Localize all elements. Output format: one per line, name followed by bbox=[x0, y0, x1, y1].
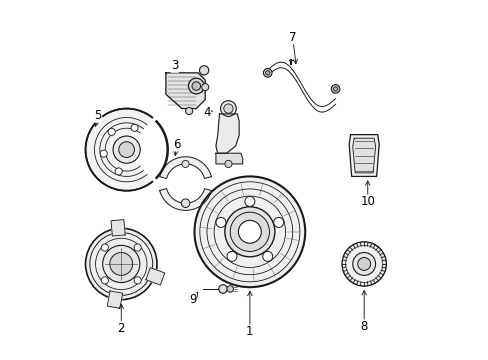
Text: 8: 8 bbox=[360, 320, 367, 333]
Circle shape bbox=[134, 277, 141, 284]
Text: 10: 10 bbox=[360, 195, 374, 208]
Circle shape bbox=[102, 246, 140, 283]
Circle shape bbox=[134, 244, 141, 251]
Polygon shape bbox=[160, 157, 211, 179]
Circle shape bbox=[352, 252, 375, 275]
Circle shape bbox=[220, 101, 236, 116]
Circle shape bbox=[226, 286, 233, 292]
Circle shape bbox=[224, 160, 231, 167]
Circle shape bbox=[113, 136, 140, 163]
Wedge shape bbox=[126, 117, 168, 182]
Circle shape bbox=[182, 160, 189, 167]
Circle shape bbox=[100, 150, 107, 157]
Circle shape bbox=[110, 252, 132, 275]
Circle shape bbox=[85, 109, 167, 191]
Circle shape bbox=[218, 285, 227, 293]
Text: 2: 2 bbox=[117, 322, 125, 335]
Circle shape bbox=[85, 228, 157, 300]
Circle shape bbox=[226, 251, 237, 261]
Circle shape bbox=[238, 220, 261, 243]
Polygon shape bbox=[145, 268, 164, 285]
Text: 1: 1 bbox=[245, 325, 253, 338]
Circle shape bbox=[341, 242, 386, 286]
Circle shape bbox=[181, 199, 189, 207]
Circle shape bbox=[224, 104, 233, 113]
Circle shape bbox=[265, 71, 269, 75]
Polygon shape bbox=[160, 189, 211, 210]
Polygon shape bbox=[111, 220, 125, 236]
Circle shape bbox=[119, 142, 134, 157]
Text: 7: 7 bbox=[288, 31, 296, 44]
Circle shape bbox=[194, 176, 305, 287]
Circle shape bbox=[331, 85, 339, 93]
Circle shape bbox=[131, 124, 138, 131]
Polygon shape bbox=[352, 138, 375, 173]
Circle shape bbox=[201, 84, 208, 91]
Circle shape bbox=[188, 78, 203, 94]
Circle shape bbox=[115, 168, 122, 175]
Text: 6: 6 bbox=[173, 138, 180, 151]
Circle shape bbox=[333, 87, 337, 91]
Text: 9: 9 bbox=[188, 293, 196, 306]
Text: 5: 5 bbox=[94, 109, 102, 122]
Circle shape bbox=[273, 217, 283, 228]
Circle shape bbox=[224, 207, 274, 257]
Circle shape bbox=[192, 82, 200, 90]
Circle shape bbox=[216, 217, 225, 228]
Circle shape bbox=[101, 277, 108, 284]
Circle shape bbox=[230, 212, 269, 251]
Circle shape bbox=[185, 108, 192, 114]
Circle shape bbox=[244, 197, 254, 206]
Circle shape bbox=[357, 257, 370, 270]
Polygon shape bbox=[107, 291, 122, 308]
Circle shape bbox=[101, 244, 108, 251]
Text: 4: 4 bbox=[203, 105, 210, 119]
Polygon shape bbox=[165, 73, 205, 109]
Polygon shape bbox=[348, 135, 378, 176]
Polygon shape bbox=[216, 153, 242, 164]
Circle shape bbox=[263, 68, 271, 77]
Circle shape bbox=[262, 251, 272, 261]
Text: 3: 3 bbox=[171, 59, 178, 72]
Circle shape bbox=[108, 128, 115, 135]
Circle shape bbox=[199, 66, 208, 75]
Polygon shape bbox=[216, 114, 239, 153]
